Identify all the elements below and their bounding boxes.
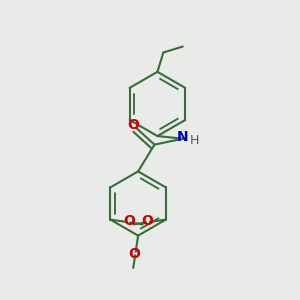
Text: O: O (127, 118, 139, 132)
Text: N: N (177, 130, 188, 144)
Text: O: O (141, 214, 153, 228)
Text: H: H (189, 134, 199, 147)
Text: O: O (123, 214, 135, 228)
Text: O: O (128, 247, 140, 261)
